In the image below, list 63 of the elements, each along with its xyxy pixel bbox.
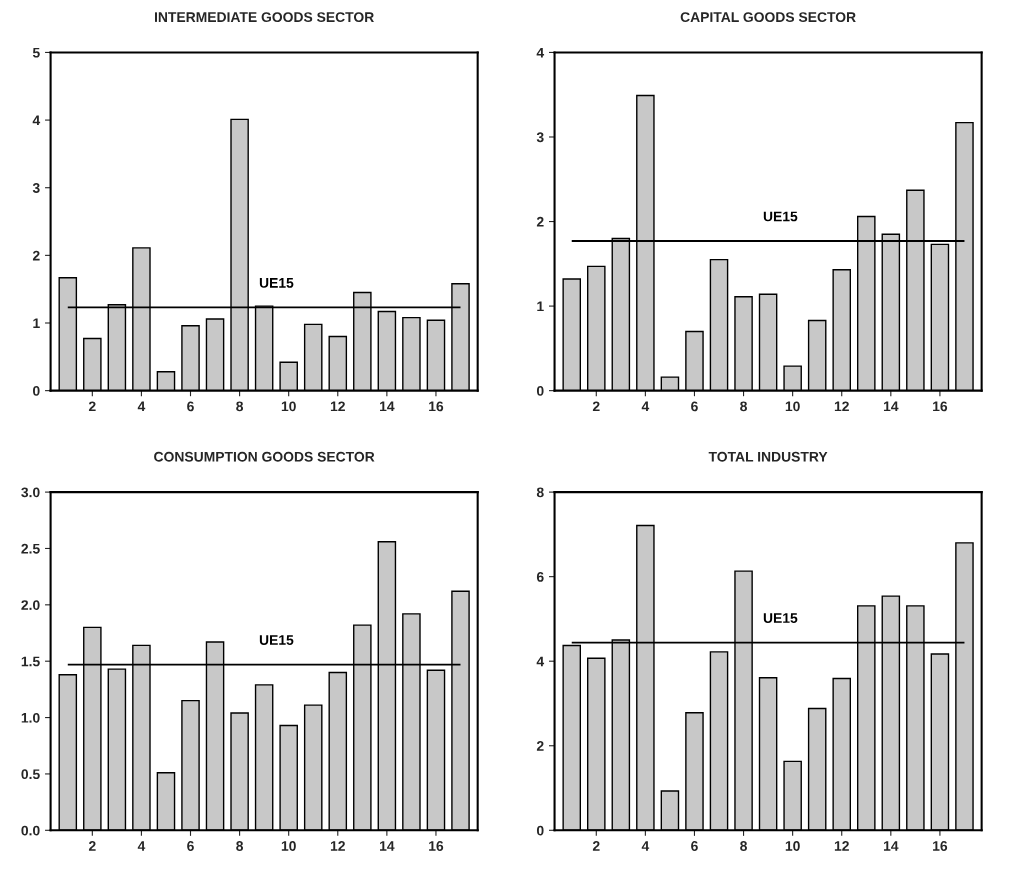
x-tick-label: 6 (691, 401, 698, 412)
y-tick-label: 0 (536, 385, 544, 396)
y-tick-label: 1.5 (21, 656, 40, 667)
y-tick-label: 4 (32, 115, 41, 126)
x-tick-label: 10 (281, 841, 296, 851)
x-tick-label: 6 (691, 841, 698, 851)
x-tick-label: 4 (137, 401, 146, 412)
y-tick-label: 1.0 (21, 712, 40, 723)
x-tick-label: 16 (429, 401, 444, 412)
y-tick-label: 0 (33, 385, 40, 396)
ref-line-label: UE15 (259, 278, 294, 288)
y-tick-label: 0.0 (21, 825, 40, 836)
y-tick-label: 2.5 (21, 543, 40, 554)
x-tick-label: 10 (785, 401, 800, 412)
x-tick-label: 2 (592, 841, 600, 851)
x-tick-label: 2 (88, 401, 96, 412)
x-tick-label: 4 (137, 841, 146, 851)
x-tick-label: 14 (380, 841, 395, 851)
x-tick-label: 12 (330, 841, 345, 851)
x-tick-label: 2 (88, 841, 96, 851)
chart-title: TOTAL INDUSTRY (708, 451, 828, 462)
y-tick-label: 4 (536, 656, 545, 667)
x-tick-label: 10 (785, 841, 800, 851)
x-tick-label: 14 (883, 401, 899, 412)
x-tick-label: 16 (429, 841, 444, 851)
x-tick-label: 12 (834, 401, 849, 412)
ref-line-label: UE15 (763, 613, 798, 623)
y-tick-label: 3 (536, 132, 544, 143)
y-tick-label: 0 (536, 825, 544, 836)
x-tick-label: 4 (641, 401, 650, 412)
x-tick-label: 10 (281, 401, 296, 412)
y-tick-label: 3.0 (21, 487, 40, 498)
chart-title: CONSUMPTION GOODS SECTOR (154, 451, 375, 462)
x-tick-label: 8 (236, 841, 244, 851)
x-tick-label: 16 (933, 401, 948, 412)
y-tick-label: 2 (536, 216, 544, 227)
x-tick-label: 14 (883, 841, 899, 851)
y-tick-label: 2.0 (21, 600, 40, 610)
y-tick-label: 2 (32, 250, 40, 261)
y-tick-label: 2 (536, 741, 544, 751)
y-tick-label: 6 (536, 571, 544, 582)
y-tick-label: 3 (32, 183, 40, 193)
ref-line-label: UE15 (259, 635, 294, 645)
x-tick-label: 8 (236, 401, 244, 412)
x-tick-label: 8 (740, 401, 747, 412)
y-tick-label: 1 (537, 301, 544, 312)
chart-title: CAPITAL GOODS SECTOR (680, 12, 856, 23)
x-tick-label: 2 (592, 401, 600, 412)
y-tick-label: 5 (32, 47, 40, 58)
x-tick-label: 12 (834, 841, 849, 851)
x-tick-label: 16 (933, 841, 948, 851)
ref-line-label: UE15 (763, 211, 798, 222)
y-tick-label: 0.5 (21, 769, 40, 780)
y-tick-label: 8 (536, 487, 544, 498)
y-tick-label: 4 (536, 47, 545, 58)
x-tick-label: 12 (330, 401, 345, 412)
y-tick-label: 1 (33, 318, 40, 329)
chart-title: INTERMEDIATE GOODS SECTOR (154, 12, 374, 23)
x-tick-label: 14 (380, 401, 395, 412)
x-tick-label: 6 (187, 401, 194, 412)
x-tick-label: 8 (740, 841, 747, 851)
x-tick-label: 4 (641, 841, 650, 851)
x-tick-label: 6 (187, 841, 194, 851)
